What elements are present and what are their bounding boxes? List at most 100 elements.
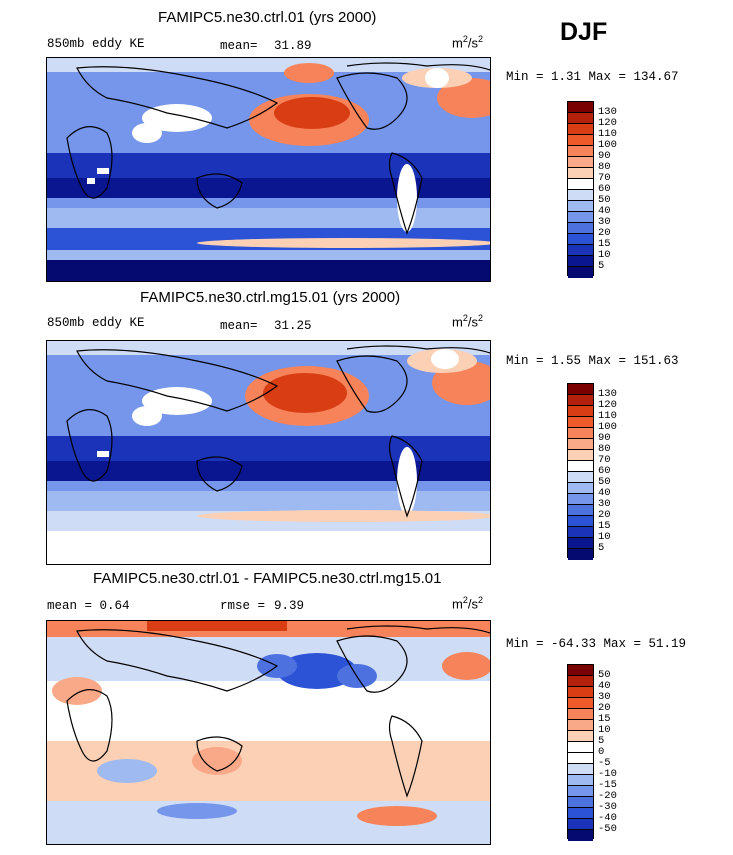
panel2-title: FAMIPC5.ne30.ctrl.mg15.01 (yrs 2000)	[140, 289, 400, 306]
panel3-map	[46, 620, 491, 845]
panel2-colorbar-box	[568, 494, 593, 505]
panel1-units: m2/s2	[452, 34, 483, 50]
colorbar-tick-label: 20	[598, 703, 611, 713]
colorbar-tick-label: -50	[598, 824, 617, 834]
panel2-map	[46, 340, 491, 565]
colorbar-tick-label: 10	[598, 250, 611, 260]
colorbar-tick-label: -40	[598, 813, 617, 823]
panel2-colorbar-box	[568, 428, 593, 439]
panel1-colorbar-box	[568, 223, 593, 234]
colorbar-tick-label: 20	[598, 510, 611, 520]
panel1-colorbar-box	[568, 267, 593, 278]
panel1-colorbar-box	[568, 124, 593, 135]
panel2-map-field	[47, 341, 490, 564]
colorbar-tick-label: 40	[598, 488, 611, 498]
colorbar-tick-label: 50	[598, 477, 611, 487]
panel1-colorbar-box	[568, 234, 593, 245]
panel3-stat-label: rmse =	[220, 599, 265, 613]
colorbar-tick-label: 100	[598, 140, 617, 150]
colorbar-tick-label: 100	[598, 422, 617, 432]
colorbar-tick-label: 0	[598, 747, 604, 757]
colorbar-tick-label: 15	[598, 239, 611, 249]
colorbar-tick-label: 60	[598, 466, 611, 476]
panel1-colorbar-box	[568, 212, 593, 223]
panel1-title: FAMIPC5.ne30.ctrl.01 (yrs 2000)	[158, 9, 376, 26]
colorbar-tick-label: 15	[598, 521, 611, 531]
colorbar-tick-label: 5	[598, 543, 604, 553]
colorbar-tick-label: -5	[598, 758, 611, 768]
panel2-colorbar-box	[568, 505, 593, 516]
panel3-units: m2/s2	[452, 595, 483, 611]
panel1-colorbar-box	[568, 190, 593, 201]
panel1-minmax: Min = 1.31 Max = 134.67	[506, 70, 679, 84]
colorbar-tick-label: 10	[598, 725, 611, 735]
panel3-colorbar-box	[568, 808, 593, 819]
panel2-colorbar-box	[568, 483, 593, 494]
colorbar-tick-label: 120	[598, 400, 617, 410]
panel3-colorbar-box	[568, 665, 593, 676]
colorbar-tick-label: 20	[598, 228, 611, 238]
panel3-title: FAMIPC5.ne30.ctrl.01 - FAMIPC5.ne30.ctrl…	[93, 570, 442, 587]
season-label: DJF	[560, 18, 607, 47]
panel2-colorbar-box	[568, 538, 593, 549]
panel2-colorbar-box	[568, 516, 593, 527]
panel1-colorbar-box	[568, 102, 593, 113]
panel3-colorbar	[567, 664, 594, 839]
panel2-colorbar-box	[568, 527, 593, 538]
panel1-stat-value: 31.89	[274, 39, 312, 53]
panel2-variable-label: 850mb eddy KE	[47, 316, 145, 330]
colorbar-tick-label: 70	[598, 173, 611, 183]
colorbar-tick-label: 90	[598, 151, 611, 161]
panel1-colorbar-box	[568, 157, 593, 168]
panel1-colorbar-box	[568, 256, 593, 267]
colorbar-tick-label: 130	[598, 389, 617, 399]
panel2-colorbar-box	[568, 450, 593, 461]
colorbar-tick-label: 130	[598, 107, 617, 117]
panel1-colorbar-box	[568, 113, 593, 124]
panel3-mean-label: mean = 0.64	[47, 599, 130, 613]
panel2-units: m2/s2	[452, 313, 483, 329]
colorbar-tick-label: 30	[598, 692, 611, 702]
colorbar-tick-label: 110	[598, 411, 617, 421]
panel3-colorbar-box	[568, 676, 593, 687]
panel1-colorbar-box	[568, 168, 593, 179]
colorbar-tick-label: 50	[598, 195, 611, 205]
panel3-colorbar-box	[568, 830, 593, 841]
panel2-minmax: Min = 1.55 Max = 151.63	[506, 354, 679, 368]
panel3-colorbar-box	[568, 742, 593, 753]
panel2-colorbar-box	[568, 439, 593, 450]
panel3-colorbar-box	[568, 775, 593, 786]
panel1-stat-label: mean=	[220, 39, 258, 53]
colorbar-tick-label: 80	[598, 162, 611, 172]
colorbar-tick-label: 40	[598, 681, 611, 691]
panel1-colorbar	[567, 101, 594, 276]
panel2-colorbar-box	[568, 384, 593, 395]
panel2-stat-value: 31.25	[274, 319, 312, 333]
colorbar-tick-label: 5	[598, 736, 604, 746]
colorbar-tick-label: 40	[598, 206, 611, 216]
panel1-colorbar-box	[568, 201, 593, 212]
panel3-colorbar-box	[568, 687, 593, 698]
panel3-minmax: Min = -64.33 Max = 51.19	[506, 637, 686, 651]
panel1-map	[46, 57, 491, 282]
panel2-colorbar-box	[568, 549, 593, 560]
panel3-colorbar-box	[568, 797, 593, 808]
colorbar-tick-label: 15	[598, 714, 611, 724]
colorbar-tick-label: -10	[598, 769, 617, 779]
panel3-colorbar-box	[568, 764, 593, 775]
panel2-colorbar-box	[568, 395, 593, 406]
panel2-colorbar-box	[568, 417, 593, 428]
colorbar-tick-label: 30	[598, 217, 611, 227]
panel2-colorbar-box	[568, 406, 593, 417]
panel3-stat-value: 9.39	[274, 599, 304, 613]
colorbar-tick-label: -15	[598, 780, 617, 790]
colorbar-tick-label: -30	[598, 802, 617, 812]
panel1-variable-label: 850mb eddy KE	[47, 37, 145, 51]
panel2-colorbar	[567, 383, 594, 558]
colorbar-tick-label: 80	[598, 444, 611, 454]
panel3-colorbar-box	[568, 720, 593, 731]
colorbar-tick-label: 110	[598, 129, 617, 139]
panel1-colorbar-box	[568, 245, 593, 256]
colorbar-tick-label: 10	[598, 532, 611, 542]
colorbar-tick-label: 5	[598, 261, 604, 271]
